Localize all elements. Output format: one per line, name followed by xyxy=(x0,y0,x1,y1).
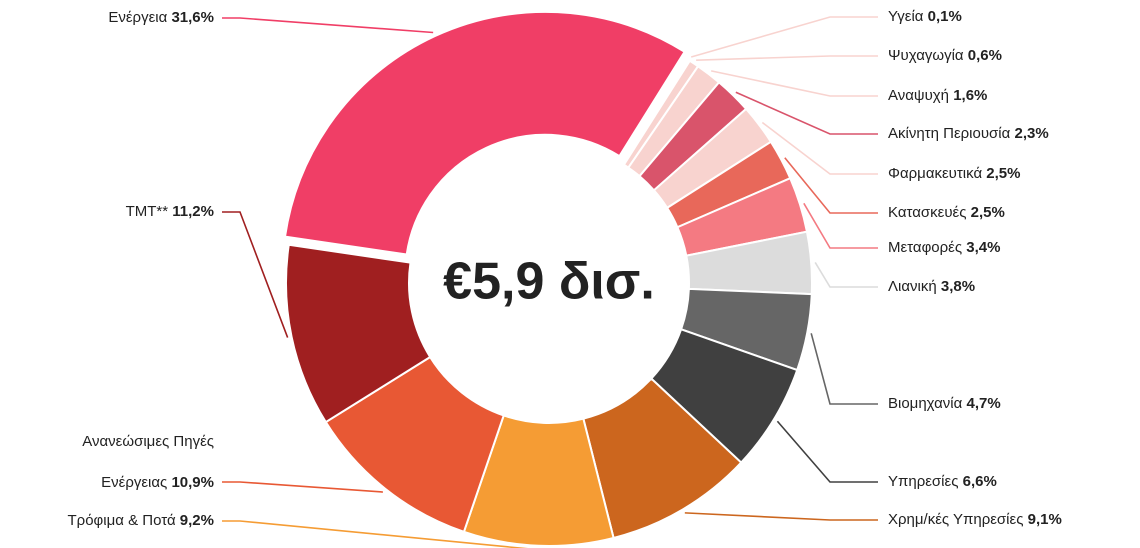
segment-label: Τρόφιμα & Ποτά 9,2% xyxy=(68,512,214,530)
category-name: Υπηρεσίες xyxy=(888,473,959,490)
segment-label: Αναψυχή 1,6% xyxy=(888,87,987,105)
value-label: 3,8% xyxy=(940,278,976,295)
leader-line xyxy=(684,512,878,521)
leader-line xyxy=(690,16,878,58)
value-label: 0,6% xyxy=(967,47,1002,64)
leader-line xyxy=(776,420,878,483)
category-name: Ψυχαγωγία xyxy=(888,47,964,64)
segment-label: Ακίνητη Περιουσία 2,3% xyxy=(888,125,1049,143)
leader-line xyxy=(810,333,878,405)
category-name: Χρημ/κές Υπηρεσίες xyxy=(888,511,1024,528)
value-label: 3,4% xyxy=(966,239,1001,256)
leader-line xyxy=(222,211,289,338)
category-name: Ακίνητη Περιουσία xyxy=(888,125,1011,142)
value-label: 31,6% xyxy=(171,9,214,26)
category-name: Φαρμακευτικά xyxy=(888,165,983,182)
category-name: Τρόφιμα & Ποτά xyxy=(67,512,176,529)
leader-line xyxy=(803,202,878,249)
segment-label: Φαρμακευτικά 2,5% xyxy=(888,165,1021,183)
category-name: Ανανεώσιμες Πηγές Ενέργειας xyxy=(82,432,214,491)
segment-label: Βιομηχανία 4,7% xyxy=(888,395,1001,413)
category-name: Κατασκευές xyxy=(888,204,967,221)
leader-line xyxy=(222,17,434,34)
value-label: 10,9% xyxy=(171,473,214,491)
value-label: 0,1% xyxy=(927,8,962,25)
leader-line xyxy=(761,121,878,175)
value-label: 11,2% xyxy=(172,203,214,220)
leader-line xyxy=(814,262,878,288)
segment-label: Υπηρεσίες 6,6% xyxy=(888,473,997,491)
segment-label: Ψυχαγωγία 0,6% xyxy=(888,47,1002,65)
value-label: 6,6% xyxy=(962,473,997,490)
value-label: 2,3% xyxy=(1014,125,1049,142)
value-label: 1,6% xyxy=(953,87,988,104)
category-name: ΤΜΤ** xyxy=(125,203,169,220)
leader-lines xyxy=(222,16,878,548)
value-label: 9,2% xyxy=(179,512,214,529)
category-name: Λιανική xyxy=(888,278,937,295)
leader-line xyxy=(784,157,878,214)
value-label: 4,7% xyxy=(966,395,1001,412)
donut-segment xyxy=(285,243,432,424)
category-name: Υγεία xyxy=(888,8,924,25)
segment-label: Χρημ/κές Υπηρεσίες 9,1% xyxy=(888,511,1062,529)
leader-line xyxy=(735,91,878,135)
segment-label: Λιανική 3,8% xyxy=(888,278,975,296)
category-name: Ενέργεια xyxy=(108,9,168,26)
leader-line xyxy=(222,520,529,548)
center-label: €5,9 δισ. xyxy=(443,253,655,311)
value-label: 9,1% xyxy=(1027,511,1062,528)
segment-label: Ενέργεια 31,6% xyxy=(108,9,214,27)
category-name: Αναψυχή xyxy=(888,87,950,104)
leader-line xyxy=(710,70,878,97)
donut-segment xyxy=(283,10,686,256)
segment-label: Υγεία 0,1% xyxy=(888,8,962,26)
category-name: Βιομηχανία xyxy=(888,395,963,412)
value-label: 2,5% xyxy=(970,204,1005,221)
category-name: Μεταφορές xyxy=(888,239,963,256)
segment-label: Κατασκευές 2,5% xyxy=(888,204,1005,222)
segment-label: ΤΜΤ** 11,2% xyxy=(126,203,214,221)
segment-label: Ανανεώσιμες Πηγές Ενέργειας 10,9% xyxy=(14,421,214,503)
segments xyxy=(283,10,813,547)
segment-label: Μεταφορές 3,4% xyxy=(888,239,1000,257)
value-label: 2,5% xyxy=(986,165,1021,182)
leader-line xyxy=(696,55,878,61)
leader-line xyxy=(222,481,383,493)
